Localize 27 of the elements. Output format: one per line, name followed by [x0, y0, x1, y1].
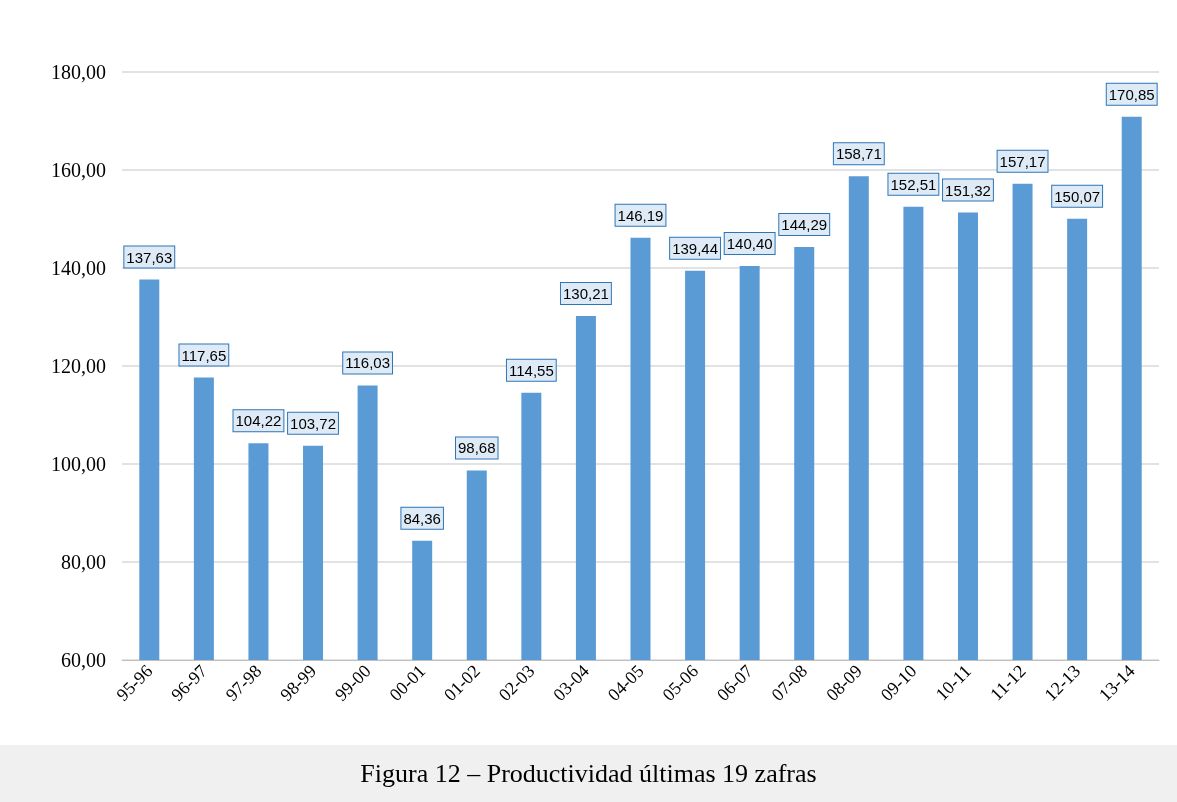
data-label: 114,55 [508, 361, 554, 379]
data-label: 116,03 [345, 354, 390, 372]
text: Figura 12 – Productividad últimas 19 zafras [0, 745, 1177, 802]
data-label: 146,19 [617, 206, 664, 224]
y-tick-label: 160,00 [51, 159, 106, 181]
data-label: 84,36 [403, 509, 441, 527]
data-label: 98,68 [457, 439, 496, 457]
y-tick-label: 60,00 [61, 649, 106, 671]
data-label: 130,21 [562, 284, 609, 302]
data-label: 170,85 [1108, 85, 1155, 103]
data-label: 140,40 [726, 235, 773, 253]
data-label: 150,07 [1054, 187, 1101, 205]
y-tick-label: 120,00 [51, 355, 106, 377]
data-label: 158,71 [835, 145, 882, 163]
y-tick-label: 140,00 [51, 257, 106, 279]
y-tick-label: 180,00 [51, 61, 106, 83]
data-label: 137,63 [126, 248, 173, 266]
data-label: 151,32 [945, 181, 991, 199]
data-label: 104,22 [235, 412, 282, 430]
y-tick-label: 100,00 [51, 453, 106, 475]
y-tick-label: 80,00 [61, 551, 106, 573]
data-label: 144,29 [781, 215, 828, 233]
data-label: 139,44 [672, 239, 719, 257]
data-label: 152,51 [890, 175, 937, 193]
data-label: 117,65 [181, 346, 227, 364]
data-label: 103,72 [290, 414, 336, 432]
data-label: 157,17 [999, 152, 1046, 170]
